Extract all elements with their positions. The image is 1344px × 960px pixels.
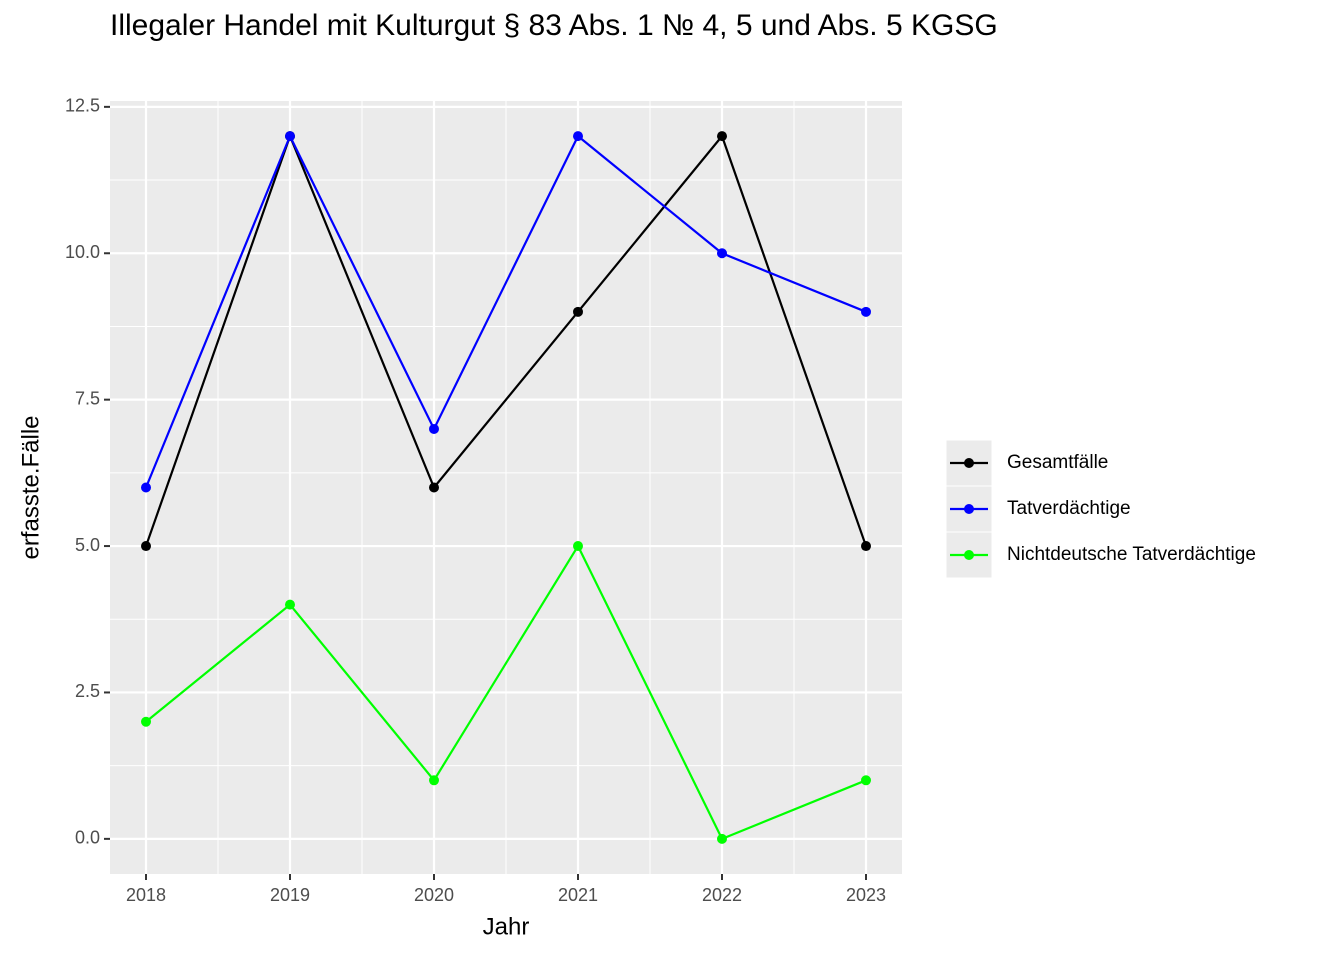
legend-label: Gesamtfälle (1007, 452, 1108, 473)
x-tick-label: 2021 (558, 885, 598, 905)
data-point (141, 482, 151, 493)
x-tick-label: 2018 (126, 885, 166, 905)
data-point (717, 131, 727, 142)
data-point (141, 716, 151, 727)
data-point (573, 541, 583, 552)
data-point (285, 131, 295, 142)
y-tick-label: 0.0 (75, 828, 100, 848)
data-point (861, 775, 871, 786)
x-tick-label: 2022 (702, 885, 742, 905)
data-point (429, 423, 439, 434)
data-point (573, 131, 583, 142)
x-tick-label: 2020 (414, 885, 454, 905)
chart-title: Illegaler Handel mit Kulturgut § 83 Abs.… (110, 9, 998, 42)
legend-point (964, 504, 974, 514)
x-axis-title: Jahr (483, 913, 530, 940)
data-point (717, 248, 727, 259)
data-point (861, 541, 871, 552)
y-axis-title: erfasste.Fälle (17, 415, 44, 559)
x-tick-label: 2019 (270, 885, 310, 905)
legend-label: Tatverdächtige (1007, 498, 1131, 519)
legend-point (964, 550, 974, 560)
x-tick-label: 2023 (846, 885, 886, 905)
data-point (573, 306, 583, 317)
series-line (144, 133, 867, 488)
y-tick-label: 2.5 (75, 681, 100, 701)
y-tick-label: 12.5 (65, 96, 100, 116)
data-point (141, 541, 151, 552)
data-point (429, 775, 439, 786)
y-tick-label: 10.0 (65, 242, 100, 262)
y-tick-label: 7.5 (75, 388, 100, 408)
series-line (144, 133, 868, 547)
data-point (861, 306, 871, 317)
legend-point (964, 458, 974, 468)
data-point (429, 482, 439, 493)
data-point (717, 833, 727, 844)
series-line (145, 543, 867, 841)
y-tick-label: 5.0 (75, 535, 100, 555)
legend-label: Nichtdeutsche Tatverdächtige (1007, 544, 1256, 565)
data-point (285, 599, 295, 610)
